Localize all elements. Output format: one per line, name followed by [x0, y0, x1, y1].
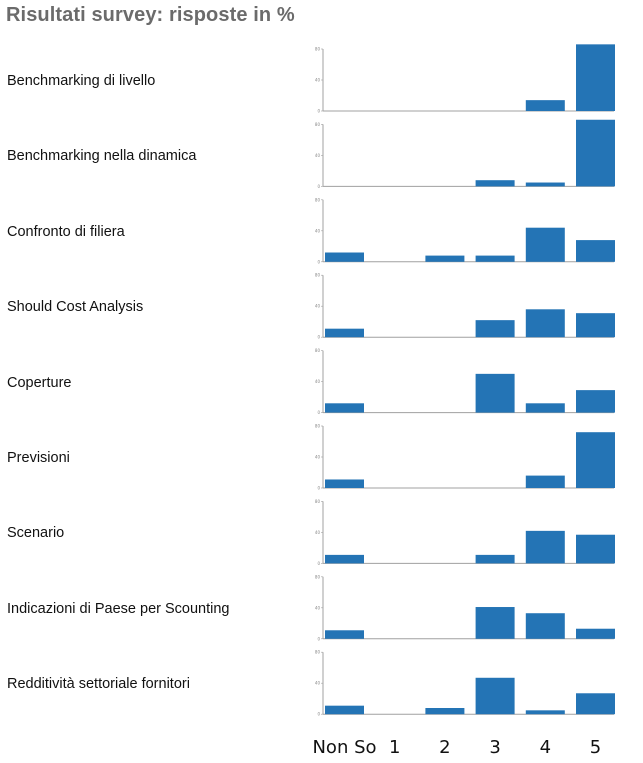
y-tick-label: 0: [317, 259, 320, 264]
bar: [525, 100, 565, 111]
bar: [576, 119, 615, 187]
y-tick-label: 80: [315, 424, 321, 429]
y-tick-label: 40: [315, 605, 321, 610]
y-tick-label: 40: [315, 153, 321, 158]
bar: [325, 328, 364, 338]
bar: [475, 320, 515, 338]
bar: [475, 677, 515, 715]
y-tick-label: 80: [315, 499, 321, 504]
bar: [475, 255, 515, 262]
x-category-label: Non So: [312, 737, 376, 758]
y-tick-label: 40: [315, 228, 321, 233]
y-tick-label: 80: [315, 47, 321, 52]
bar: [475, 180, 515, 187]
bar: [325, 403, 364, 413]
bar: [525, 475, 565, 488]
y-tick-label: 80: [315, 574, 321, 579]
y-tick-label: 40: [315, 455, 321, 460]
y-tick-label: 80: [315, 122, 321, 127]
bar: [525, 613, 565, 639]
y-tick-label: 0: [317, 561, 320, 566]
bar: [576, 693, 615, 715]
panel-label: Redditività settoriale fornitori: [7, 676, 190, 693]
y-tick-label: 0: [317, 184, 320, 189]
y-tick-label: 40: [315, 78, 321, 83]
panel-label: Benchmarking nella dinamica: [7, 148, 197, 165]
x-category-label: 5: [590, 737, 601, 758]
y-tick-label: 80: [315, 348, 321, 353]
panel-label: Benchmarking di livello: [7, 73, 156, 89]
bar: [325, 479, 364, 488]
x-category-label: 2: [439, 737, 450, 758]
bar: [576, 313, 615, 338]
bar: [425, 708, 465, 715]
bar: [425, 255, 465, 262]
panel-label: Coperture: [7, 374, 72, 391]
bar: [576, 390, 615, 413]
y-tick-label: 80: [315, 650, 321, 655]
bar: [576, 432, 615, 488]
x-category-label: 3: [489, 737, 500, 758]
bar: [525, 309, 565, 338]
page-title: Risultati survey: risposte in %: [6, 4, 295, 26]
y-tick-label: 0: [317, 335, 320, 340]
panel-label: Previsioni: [7, 450, 70, 466]
y-tick-label: 80: [315, 273, 321, 278]
y-tick-label: 0: [317, 636, 320, 641]
y-tick-label: 0: [317, 486, 320, 491]
bar: [576, 44, 615, 111]
bar: [325, 252, 364, 262]
panel-label: Confronto di filiera: [7, 223, 125, 240]
y-tick-label: 0: [317, 410, 320, 415]
bar: [576, 628, 615, 639]
bar: [576, 240, 615, 262]
y-tick-label: 40: [315, 379, 321, 384]
panel-label: Scenario: [7, 525, 65, 542]
bar: [475, 373, 515, 413]
bar: [525, 710, 565, 715]
y-tick-label: 0: [317, 109, 320, 114]
bar: [325, 705, 364, 715]
panel-label: Indicazioni di Paese per Scounting: [7, 600, 230, 617]
bar: [525, 530, 565, 564]
y-tick-label: 40: [315, 681, 321, 686]
bar: [475, 607, 515, 639]
y-tick-label: 0: [317, 712, 320, 717]
y-tick-label: 40: [315, 304, 321, 309]
x-category-label: 4: [540, 737, 551, 758]
panel-label: Should Cost Analysis: [7, 299, 144, 316]
y-tick-label: 80: [315, 197, 321, 202]
bar: [525, 227, 565, 262]
bar: [525, 403, 565, 413]
bar: [325, 554, 364, 564]
y-tick-label: 40: [315, 530, 321, 535]
bar: [576, 534, 615, 564]
x-category-label: 1: [389, 737, 400, 758]
bar: [475, 554, 515, 564]
bar: [325, 630, 364, 639]
bar: [525, 182, 565, 187]
